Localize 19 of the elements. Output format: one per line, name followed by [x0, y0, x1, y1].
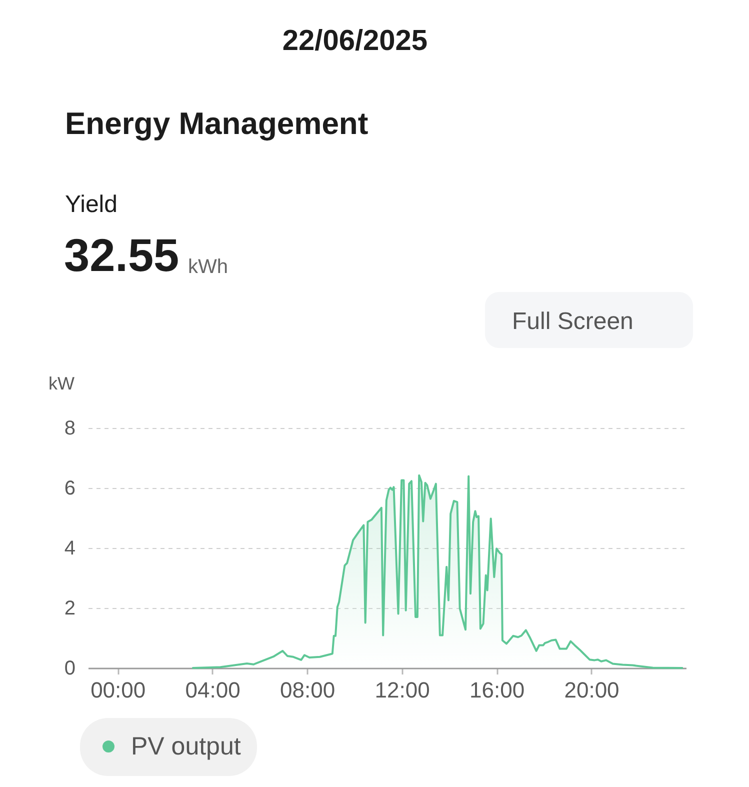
x-tick-label: 20:00 — [564, 678, 620, 702]
x-tick-label: 12:00 — [374, 678, 430, 702]
x-tick-label: 04:00 — [185, 678, 240, 702]
chart-title: Energy Management — [65, 106, 368, 141]
text: kWh — [188, 256, 228, 278]
y-tick-label: 0 — [64, 658, 76, 680]
y-tick-label: 6 — [64, 478, 76, 500]
y-tick-label: 4 — [64, 538, 76, 560]
y-axis-title: kW — [48, 374, 74, 394]
text: 32.55 — [64, 229, 180, 281]
legend-label: PV output — [131, 732, 241, 760]
text: Full Screen — [512, 308, 634, 335]
x-tick-label: 08:00 — [280, 678, 336, 702]
x-tick-label: 00:00 — [90, 678, 146, 702]
y-tick-label: 2 — [64, 598, 76, 620]
text: 22/06/2025 — [282, 25, 428, 57]
text: Yield — [65, 191, 118, 218]
y-tick-label: 8 — [64, 418, 76, 440]
x-tick-label: 16:00 — [470, 678, 525, 702]
